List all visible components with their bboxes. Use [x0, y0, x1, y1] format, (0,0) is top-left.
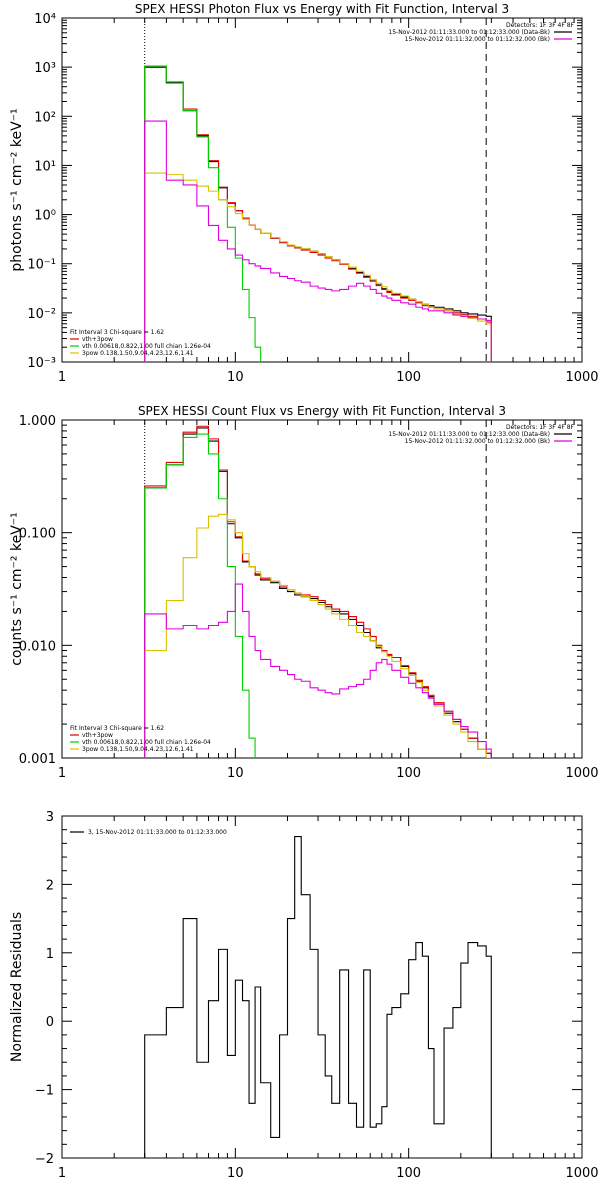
- x-tick-label: 1: [58, 370, 66, 385]
- y-tick-label: 10¹: [34, 159, 56, 174]
- x-tick-label: 100: [396, 370, 421, 385]
- y-tick-label: 0: [46, 1015, 54, 1030]
- x-tick-label: 1: [58, 1166, 66, 1181]
- y-tick-label: 10⁻²: [27, 307, 56, 322]
- legend-bottom-left-label: vth 0.00618,0.822,1.00 full chian 1.26e-…: [82, 739, 211, 746]
- legend-top-right-label: 15-Nov-2012 01:11:32.000 to 01:12:32.000…: [405, 438, 550, 445]
- y-tick-label: 0.100: [19, 527, 56, 542]
- series-group: [144, 65, 492, 362]
- legend-top-right-header: Detectors: 1F 3F 4F 8F: [506, 424, 575, 431]
- legend-bottom-left-header: Fit Interval 3 Chi-square = 1.62: [70, 329, 164, 336]
- legend-bottom-left-label: vth 0.00618,0.822,1.00 full chian 1.26e-…: [82, 343, 211, 350]
- y-tick-label: 0.010: [19, 639, 56, 654]
- series-line-vth: [144, 65, 267, 362]
- series-line-3pow: [144, 172, 492, 362]
- legend-bottom-left-label: 3pow 0.138,1.50,9.04,4.23,12.6,1.41: [82, 350, 194, 357]
- series-group: [144, 425, 492, 758]
- y-tick-label: −1: [35, 1084, 54, 1099]
- series-line-Bk: [144, 583, 492, 758]
- chart-title: SPEX HESSI Photon Flux vs Energy with Fi…: [135, 2, 509, 16]
- y-tick-label: 10⁰: [34, 209, 56, 224]
- y-axis-label: Normalized Residuals: [9, 912, 25, 1062]
- y-axis-label: counts s⁻¹ cm⁻² keV⁻¹: [9, 512, 25, 666]
- y-tick-label: 1.000: [19, 414, 56, 429]
- y-tick-label: 3: [46, 810, 54, 825]
- y-tick-label: 2: [46, 878, 54, 893]
- legend-top-right-label: 15-Nov-2012 01:11:33.000 to 01:12:33.000…: [388, 29, 550, 36]
- y-tick-label: 10²: [34, 110, 56, 125]
- legend-top-left-label: 3, 15-Nov-2012 01:11:33.000 to 01:12:33.…: [88, 829, 227, 836]
- y-tick-label: 10³: [34, 61, 56, 76]
- series-line-vth+3pow: [144, 425, 492, 758]
- y-tick-label: 1: [46, 947, 54, 962]
- y-axis-label: photons s⁻¹ cm⁻² keV⁻¹: [9, 108, 25, 271]
- series-line-DataBk: [144, 427, 492, 758]
- chart-title: SPEX HESSI Count Flux vs Energy with Fit…: [138, 404, 506, 418]
- x-tick-label: 1000: [565, 1166, 598, 1181]
- x-tick-label: 1: [58, 766, 66, 781]
- series-line-vth: [144, 433, 261, 758]
- y-tick-label: 10⁻¹: [27, 258, 56, 273]
- legend-bottom-left-label: vth+3pow: [82, 732, 113, 739]
- plot-frame: [61, 815, 583, 1159]
- x-tick-label: 1000: [565, 766, 598, 781]
- y-tick-label: 0.001: [19, 752, 56, 767]
- series-group: [144, 835, 492, 1158]
- y-tick-label: 10⁻³: [27, 356, 56, 371]
- x-tick-label: 100: [396, 1166, 421, 1181]
- series-line-Bk: [144, 120, 492, 362]
- legend-top-right-label: 15-Nov-2012 01:11:33.000 to 01:12:33.000…: [388, 431, 550, 438]
- x-tick-label: 10: [227, 1166, 244, 1181]
- y-tick-label: 10⁴: [34, 12, 56, 27]
- series-line-3: [144, 835, 492, 1158]
- legend-bottom-left-label: 3pow 0.138,1.50,9.04,4.23,12.6,1.41: [82, 746, 194, 753]
- series-line-3pow: [144, 513, 492, 758]
- plot-frame: [61, 419, 583, 759]
- x-tick-label: 1000: [565, 370, 598, 385]
- x-tick-label: 10: [227, 370, 244, 385]
- legend-bottom-left-label: vth+3pow: [82, 336, 113, 343]
- legend-bottom-left-header: Fit Interval 3 Chi-square = 1.62: [70, 725, 164, 732]
- plot-frame: [61, 17, 583, 363]
- x-tick-label: 100: [396, 766, 421, 781]
- x-tick-label: 10: [227, 766, 244, 781]
- legend-top-right-header: Detectors: 1F 3F 4F 8F: [506, 22, 575, 29]
- y-tick-label: −2: [35, 1152, 54, 1167]
- legend-top-right-label: 15-Nov-2012 01:11:32.000 to 01:12:32.000…: [405, 36, 550, 43]
